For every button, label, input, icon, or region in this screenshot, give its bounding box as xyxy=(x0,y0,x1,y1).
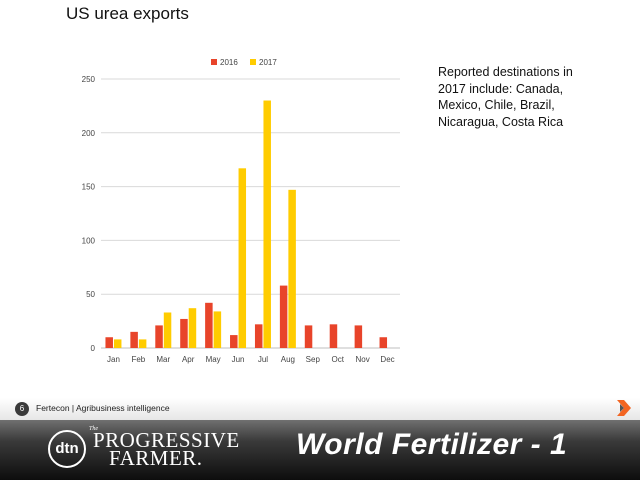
x-tick-label: Oct xyxy=(331,355,344,364)
bar-2017-jul xyxy=(263,100,271,349)
bar-2017-aug xyxy=(288,189,296,348)
bar-2017-mar xyxy=(163,312,172,348)
arrow-logo-icon xyxy=(617,400,631,416)
bar-2016-jan xyxy=(105,337,113,348)
bar-2016-apr xyxy=(180,318,188,348)
chart-svg: 0 50 100 150 200 250 Jan Feb Mar Apr May Jun Jul Aug S… xyxy=(82,58,400,364)
y-tick-label: 50 xyxy=(86,290,95,299)
destinations-note: Reported destinations in 2017 include: C… xyxy=(438,65,573,129)
legend-swatch-2016 xyxy=(211,59,217,65)
legend-swatch-2017 xyxy=(250,59,256,65)
bar-2016-sep xyxy=(304,325,313,348)
legend-label: 2016 xyxy=(220,58,238,67)
footer-source-text: Fertecon | Agribusiness intelligence xyxy=(36,403,170,413)
bar-2016-jul xyxy=(254,324,263,348)
bar-2017-jan xyxy=(113,339,122,348)
bar-chart: 0 50 100 150 200 250 Jan Feb Mar Apr May Jun Jul Aug S… xyxy=(82,58,400,364)
y-tick-label: 200 xyxy=(82,129,96,138)
x-tick-label: Sep xyxy=(306,355,321,364)
x-tick-label: Mar xyxy=(156,355,170,364)
bar-2017-may xyxy=(213,311,222,348)
bar-2016-jun xyxy=(230,335,238,348)
bar-2017-jun xyxy=(238,168,247,348)
bar-2016-feb xyxy=(130,331,138,348)
x-tick-label: Jan xyxy=(107,355,120,364)
dtn-logo: dtn xyxy=(48,430,86,468)
pf-logo-the: The xyxy=(89,426,98,432)
bar-2017-apr xyxy=(188,308,197,348)
x-tick-label: Dec xyxy=(380,355,394,364)
x-tick-label: Nov xyxy=(356,355,370,364)
x-tick-label: Aug xyxy=(281,355,295,364)
bar-2016-mar xyxy=(155,325,163,348)
pf-logo-line2: FARMER. xyxy=(109,446,203,470)
bar-2016-may xyxy=(205,302,213,348)
x-tick-label: May xyxy=(206,355,221,364)
bar-2017-feb xyxy=(138,339,147,348)
page-number-badge: 6 xyxy=(15,402,29,416)
bar-2016-dec xyxy=(379,337,388,348)
bar-2016-aug xyxy=(279,285,288,348)
x-tick-label: Jul xyxy=(258,355,268,364)
y-tick-label: 150 xyxy=(82,183,96,192)
x-tick-label: Apr xyxy=(182,355,195,364)
x-tick-label: Feb xyxy=(131,355,145,364)
x-tick-label: Jun xyxy=(232,355,245,364)
y-tick-label: 250 xyxy=(82,75,96,84)
banner-title: World Fertilizer - 1 xyxy=(296,428,568,461)
bar-2016-oct xyxy=(329,324,338,348)
branding-banner xyxy=(0,420,640,480)
legend-label: 2017 xyxy=(259,58,277,67)
footer-strip xyxy=(0,398,640,420)
pf-logo-line1: PROGRESSIVE xyxy=(93,428,240,452)
page-title: US urea exports xyxy=(66,4,189,23)
y-tick-label: 100 xyxy=(82,236,96,245)
y-tick-label: 0 xyxy=(91,344,96,353)
bar-2016-nov xyxy=(354,325,363,348)
